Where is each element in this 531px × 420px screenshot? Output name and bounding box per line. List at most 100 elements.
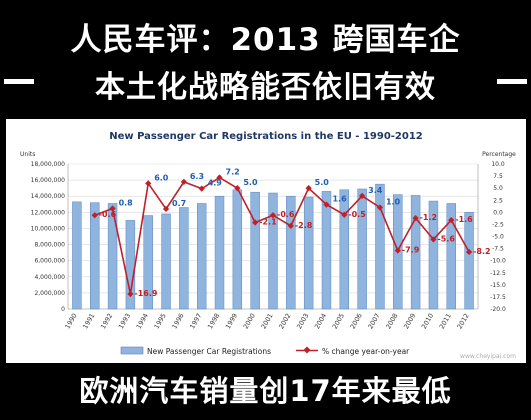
- x-tick-label: 1997: [188, 312, 203, 330]
- x-tick-label: 1992: [99, 312, 114, 330]
- y-left-tick-label: 14,000,000: [31, 193, 66, 200]
- y-left-tick-label: 6,000,000: [34, 258, 65, 265]
- y-left-label: Units: [20, 151, 35, 158]
- bar: [446, 203, 456, 310]
- y-right-tick-label: 10.0: [491, 161, 505, 168]
- x-tick-label: 1998: [206, 312, 221, 330]
- data-label: 7.2: [226, 168, 240, 177]
- bar: [464, 212, 474, 310]
- chart-panel: New Passenger Car Registrations in the E…: [6, 119, 526, 363]
- x-tick-label: 2010: [420, 312, 435, 330]
- registrations-chart: New Passenger Car Registrations in the E…: [20, 131, 516, 356]
- watermark: www.cheyipai.com: [460, 353, 516, 360]
- bar: [143, 215, 153, 310]
- bar: [321, 191, 332, 310]
- y-right-tick-label: -17.5: [490, 294, 506, 301]
- x-tick-label: 1996: [170, 312, 185, 330]
- legend-bar-label: New Passenger Car Registrations: [147, 347, 271, 356]
- data-label: -0.6: [99, 210, 117, 219]
- bar: [107, 203, 118, 310]
- y-right-tick-label: 7.5: [493, 173, 503, 180]
- bar: [196, 203, 207, 310]
- x-tick-label: 2007: [366, 312, 381, 330]
- x-tick-label: 1990: [63, 312, 78, 330]
- legend-line-label: % change year-on-year: [322, 347, 410, 356]
- x-tick-label: 2003: [295, 312, 310, 330]
- bar: [179, 207, 189, 310]
- headline-bottom: 欧洲汽车销量创17年来最低: [79, 374, 452, 408]
- x-tick-label: 2011: [438, 312, 453, 330]
- y-right-tick-label: 5.0: [493, 185, 503, 192]
- y-right-tick-label: 0.0: [493, 209, 503, 216]
- data-label: 1.6: [332, 195, 347, 204]
- y-left-tick-label: 18,000,000: [31, 161, 66, 168]
- y-right-label: Percentage: [482, 151, 516, 158]
- y-right-tick-label: -5.0: [492, 234, 504, 241]
- data-label: 3.4: [368, 186, 383, 195]
- data-label: -1.2: [420, 213, 438, 222]
- x-tick-label: 2008: [384, 312, 399, 330]
- y-right-tick-label: -12.5: [490, 270, 506, 277]
- y-left-tick-label: 0: [61, 306, 65, 313]
- data-label: -16.9: [134, 289, 157, 298]
- data-label: 6.0: [154, 173, 169, 182]
- legend-line-marker: [303, 346, 311, 354]
- x-tick-label: 2006: [349, 312, 364, 330]
- bar: [250, 191, 260, 310]
- y-left-tick-label: 2,000,000: [34, 290, 65, 297]
- y-left-tick-label: 12,000,000: [31, 209, 66, 216]
- data-label: 0.8: [119, 198, 134, 207]
- bar: [357, 188, 367, 310]
- data-label: -2.1: [259, 217, 277, 226]
- data-label: -0.6: [277, 210, 295, 219]
- line-point: [162, 205, 170, 213]
- x-tick-label: 2009: [402, 312, 417, 330]
- bar: [286, 195, 296, 310]
- x-tick-label: 2002: [277, 312, 292, 330]
- data-label: -8.2: [473, 247, 491, 256]
- legend: New Passenger Car Registrations % change…: [120, 346, 410, 356]
- x-tick-label: 2000: [242, 312, 257, 330]
- data-label: 0.7: [172, 199, 186, 208]
- data-label: -1.6: [455, 215, 473, 224]
- y-left-tick-label: 4,000,000: [34, 274, 65, 281]
- x-tick-label: 1994: [135, 312, 150, 330]
- x-tick-label: 1995: [153, 312, 168, 330]
- y-left-tick-label: 16,000,000: [31, 177, 66, 184]
- data-label: 1.0: [386, 198, 401, 207]
- series-line: [94, 176, 470, 295]
- x-tick-label: 2012: [456, 312, 471, 330]
- bar: [214, 195, 225, 310]
- line-point: [109, 205, 116, 212]
- data-labels: -0.60.8-16.96.00.76.34.97.25.0-2.1-0.6-2…: [99, 168, 491, 298]
- bar: [428, 200, 439, 310]
- headline-subtitle: 本土化战略能否依旧有效: [95, 70, 436, 105]
- x-tick-label: 1999: [224, 312, 239, 330]
- bar: [268, 192, 278, 310]
- data-label: 5.0: [315, 178, 330, 187]
- data-label: -7.9: [402, 246, 420, 255]
- y-left-tick-label: 10,000,000: [31, 225, 66, 232]
- dash-left: [4, 79, 34, 84]
- x-tick-label: 1993: [117, 312, 132, 330]
- x-tick-label: 2004: [313, 312, 328, 330]
- bar: [90, 202, 100, 310]
- bar: [72, 201, 82, 310]
- bar: [303, 196, 314, 310]
- bar: [161, 213, 171, 310]
- headline-top: 人民车评：2013 跨国车企: [70, 22, 461, 58]
- bar: [375, 183, 385, 310]
- bar: [339, 189, 350, 310]
- dash-right: [497, 79, 527, 84]
- data-label: -0.5: [348, 210, 366, 219]
- y-right-tick-label: -15.0: [490, 282, 506, 289]
- data-label: -5.6: [437, 234, 455, 243]
- y-left-tick-label: 8,000,000: [34, 242, 65, 249]
- data-label: 5.0: [243, 178, 258, 187]
- x-tick-label: 1991: [81, 312, 96, 330]
- line-point: [234, 185, 241, 192]
- x-tick-label: 2005: [331, 312, 346, 330]
- y-right-tick-label: -10.0: [490, 258, 506, 265]
- y-right-tick-label: -20.0: [490, 306, 506, 313]
- bar: [232, 189, 243, 310]
